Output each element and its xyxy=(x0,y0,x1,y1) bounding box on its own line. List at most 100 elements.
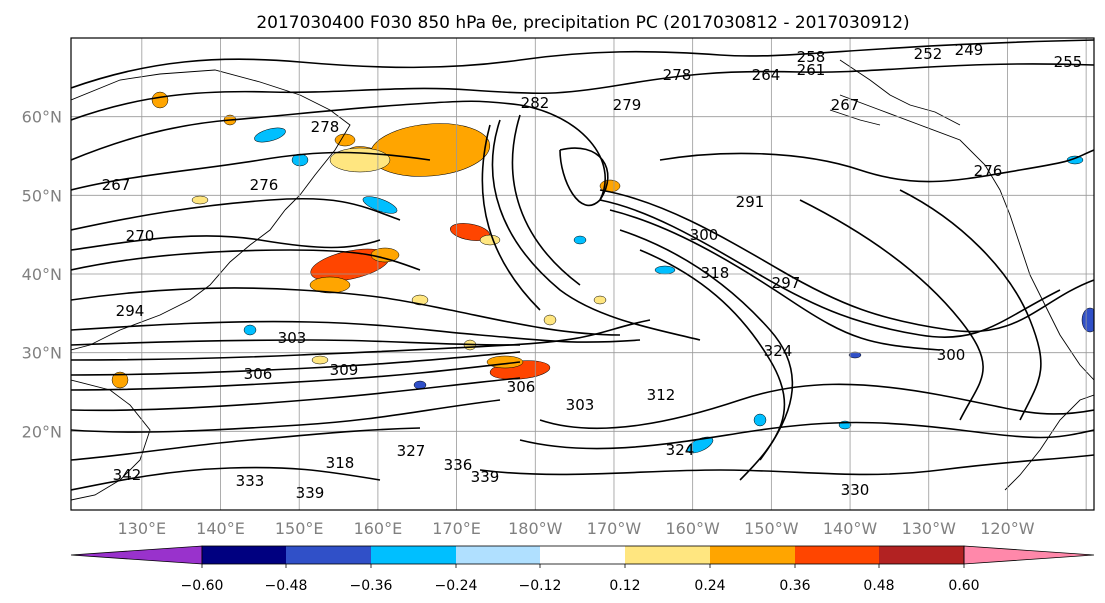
colorbar-tick-label: −0.48 xyxy=(265,578,308,594)
precip-shading xyxy=(254,127,286,143)
colorbar-tick-label: −0.60 xyxy=(181,578,224,594)
latitude-labels: 60°N 50°N 40°N 30°N 20°N xyxy=(22,108,62,442)
contour-label: 297 xyxy=(772,274,801,292)
map-panel: 258 249 255 252 278 264 261 267 282 279 278 291 276 2… xyxy=(70,37,1095,511)
coastline xyxy=(71,209,286,351)
contour-label: 300 xyxy=(690,226,719,244)
theta-e-contour xyxy=(71,287,621,336)
lon-tick-label: 160°E xyxy=(354,519,403,538)
contour-label: 270 xyxy=(126,227,155,245)
contour-label: 336 xyxy=(444,456,473,474)
contour-label: 318 xyxy=(326,454,355,472)
lon-tick-label: 180°W xyxy=(508,519,563,538)
colorbar-tick-label: 0.48 xyxy=(863,578,894,594)
theta-e-contour xyxy=(609,209,941,351)
precip-shading xyxy=(191,195,209,205)
contour-label: 306 xyxy=(507,378,536,396)
colorbar-segment xyxy=(456,546,540,564)
contour-label: 342 xyxy=(113,466,142,484)
theta-e-contour xyxy=(71,249,421,271)
lon-tick-label: 170°E xyxy=(432,519,481,538)
lon-tick-label: 120°W xyxy=(980,519,1035,538)
contour-label: 278 xyxy=(311,118,340,136)
colorbar-segment xyxy=(540,546,625,564)
theta-e-contour xyxy=(71,351,521,376)
precip-shading xyxy=(654,265,676,275)
lon-tick-label: 140°W xyxy=(823,519,878,538)
colorbar-segment xyxy=(879,546,964,564)
contour-label: 279 xyxy=(613,96,642,114)
contour-label: 339 xyxy=(471,468,500,486)
lon-tick-label: 170°W xyxy=(587,519,642,538)
precip-shading xyxy=(593,295,607,305)
theta-e-contour xyxy=(491,119,701,341)
precip-shading xyxy=(311,355,329,365)
theta-e-contour xyxy=(71,339,521,346)
contour-label: 303 xyxy=(278,329,307,347)
contour-label: 303 xyxy=(566,396,595,414)
lat-tick-label: 40°N xyxy=(22,265,62,284)
contour-labels: 258 249 255 252 278 264 261 267 282 279 278 291 276 2… xyxy=(102,41,1083,502)
coastline xyxy=(71,69,351,211)
precip-shading xyxy=(370,247,400,263)
theta-e-contour xyxy=(71,320,641,343)
theta-e-contour xyxy=(559,147,609,207)
theta-e-contour xyxy=(71,151,431,191)
lat-tick-label: 30°N xyxy=(22,344,62,363)
colorbar: −0.60 −0.48 −0.36 −0.24 −0.12 0.12 0.24 0.36 0.4… xyxy=(70,545,1095,594)
longitude-labels: 130°E 140°E 150°E 160°E 170°E 180°W 170°W 160°W… xyxy=(117,519,1034,538)
theta-e-contour xyxy=(71,427,421,461)
contour-label: 339 xyxy=(296,484,325,502)
theta-e-contour xyxy=(479,454,1094,476)
precip-shading xyxy=(329,147,391,173)
contour-label: 267 xyxy=(102,176,131,194)
theta-e-contour xyxy=(71,377,521,412)
colorbar-tick-label: −0.36 xyxy=(350,578,393,594)
precip-shading xyxy=(243,324,257,336)
colorbar-segment xyxy=(202,546,286,564)
theta-e-contour xyxy=(71,39,1094,89)
theta-e-contour xyxy=(71,63,1094,121)
theta-e-contour xyxy=(71,319,651,361)
coastline xyxy=(71,379,151,501)
precip-shading xyxy=(151,91,169,109)
contour-label: 327 xyxy=(397,442,426,460)
precip-shading xyxy=(111,371,129,389)
contour-label: 249 xyxy=(955,41,984,59)
theta-e-contour xyxy=(71,361,521,391)
theta-e-contour xyxy=(71,100,606,201)
theta-e-contour xyxy=(599,189,1094,333)
colorbar-segment xyxy=(625,546,710,564)
theta-e-contour xyxy=(519,421,1094,450)
theta-e-contour xyxy=(511,114,581,286)
lon-tick-label: 160°W xyxy=(665,519,720,538)
contour-label: 324 xyxy=(666,441,695,459)
lon-tick-label: 140°E xyxy=(196,519,245,538)
precip-shading xyxy=(753,413,767,427)
theta-e-contour xyxy=(539,383,1094,430)
precip-shading xyxy=(848,351,862,359)
colorbar-tick-label: 0.24 xyxy=(694,578,725,594)
coastline xyxy=(839,59,961,126)
lat-tick-label: 20°N xyxy=(22,422,62,441)
contour-label: 276 xyxy=(250,176,279,194)
coastline-layer xyxy=(71,59,1094,501)
precip-shading xyxy=(1066,155,1084,165)
contour-label: 291 xyxy=(736,193,765,211)
lon-tick-label: 130°W xyxy=(902,519,957,538)
theta-e-contour xyxy=(899,189,1042,421)
theta-e-contour xyxy=(481,124,541,311)
colorbar-segment xyxy=(286,546,371,564)
precip-shading xyxy=(479,234,501,246)
contour-label: 294 xyxy=(116,302,145,320)
contour-label: 261 xyxy=(797,61,826,79)
contour-label: 267 xyxy=(831,96,860,114)
colorbar-tick-label: 0.60 xyxy=(948,578,979,594)
lat-tick-label: 50°N xyxy=(22,186,62,205)
colorbar-extend-high xyxy=(963,545,1095,565)
map-frame xyxy=(70,37,1095,511)
contour-label: 276 xyxy=(974,162,1003,180)
theta-e-contour xyxy=(799,199,984,421)
contour-label: 318 xyxy=(701,264,730,282)
